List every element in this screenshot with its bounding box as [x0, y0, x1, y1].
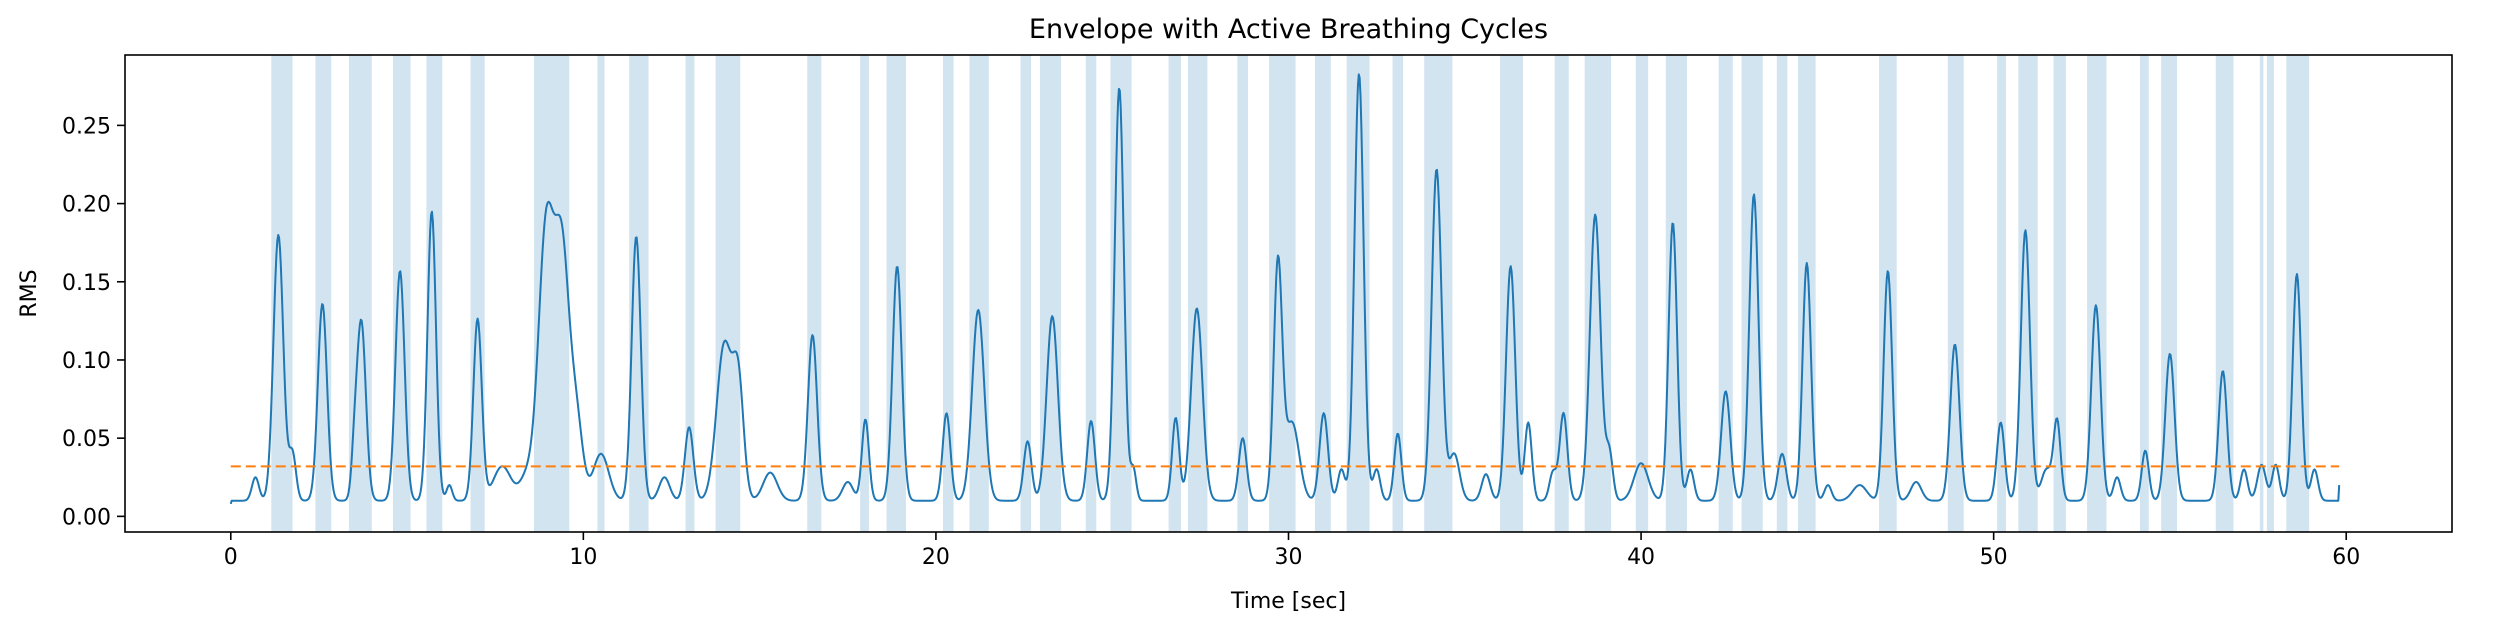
active-span [807, 55, 822, 532]
y-tick-label: 0.25 [62, 114, 111, 139]
active-span [1188, 55, 1208, 532]
active-span [2266, 55, 2274, 532]
x-axis-ticks: 0 10 20 30 40 50 60 [224, 532, 2360, 570]
active-span [1776, 55, 1788, 532]
active-span [2139, 55, 2149, 532]
x-tick-label: 30 [1275, 545, 1303, 570]
active-span [2215, 55, 2234, 532]
y-tick-label: 0.00 [62, 505, 111, 530]
active-span [1947, 55, 1964, 532]
y-tick-label: 0.10 [62, 349, 111, 374]
active-span [1346, 55, 1370, 532]
active-span [1879, 55, 1897, 532]
active-span [470, 55, 485, 532]
active-span [1797, 55, 1816, 532]
active-span [1085, 55, 1097, 532]
x-tick-label: 20 [922, 545, 950, 570]
active-span [1997, 55, 2006, 532]
active-span [315, 55, 332, 532]
active-span [860, 55, 869, 532]
active-span [1314, 55, 1331, 532]
y-tick-label: 0.20 [62, 193, 111, 218]
x-tick-label: 60 [2332, 545, 2360, 570]
active-span [1237, 55, 1248, 532]
active-span [942, 55, 954, 532]
active-span [1584, 55, 1612, 532]
active-span [2259, 55, 2264, 532]
x-axis-label: Time [sec] [1230, 589, 1346, 614]
y-axis-ticks: 0.00 0.05 0.10 0.15 0.20 0.25 [62, 114, 125, 530]
active-span [597, 55, 605, 532]
active-span [1554, 55, 1569, 532]
active-span [1424, 55, 1453, 532]
active-span [969, 55, 989, 532]
x-tick-label: 0 [224, 545, 238, 570]
y-tick-label: 0.05 [62, 427, 111, 452]
active-breathing-spans [271, 55, 2310, 532]
active-span [1635, 55, 1649, 532]
active-span [715, 55, 741, 532]
active-span [2053, 55, 2066, 532]
x-tick-label: 10 [569, 545, 597, 570]
chart-title: Envelope with Active Breathing Cycles [1029, 14, 1548, 45]
x-tick-label: 40 [1627, 545, 1655, 570]
active-span [1269, 55, 1296, 532]
envelope-series-line [229, 73, 2341, 505]
y-axis-label: RMS [17, 269, 42, 317]
active-span [1718, 55, 1733, 532]
active-span [1168, 55, 1181, 532]
active-span [685, 55, 695, 532]
active-span [1392, 55, 1404, 532]
x-tick-label: 50 [1980, 545, 2008, 570]
y-tick-label: 0.15 [62, 271, 111, 296]
active-span [1020, 55, 1032, 532]
